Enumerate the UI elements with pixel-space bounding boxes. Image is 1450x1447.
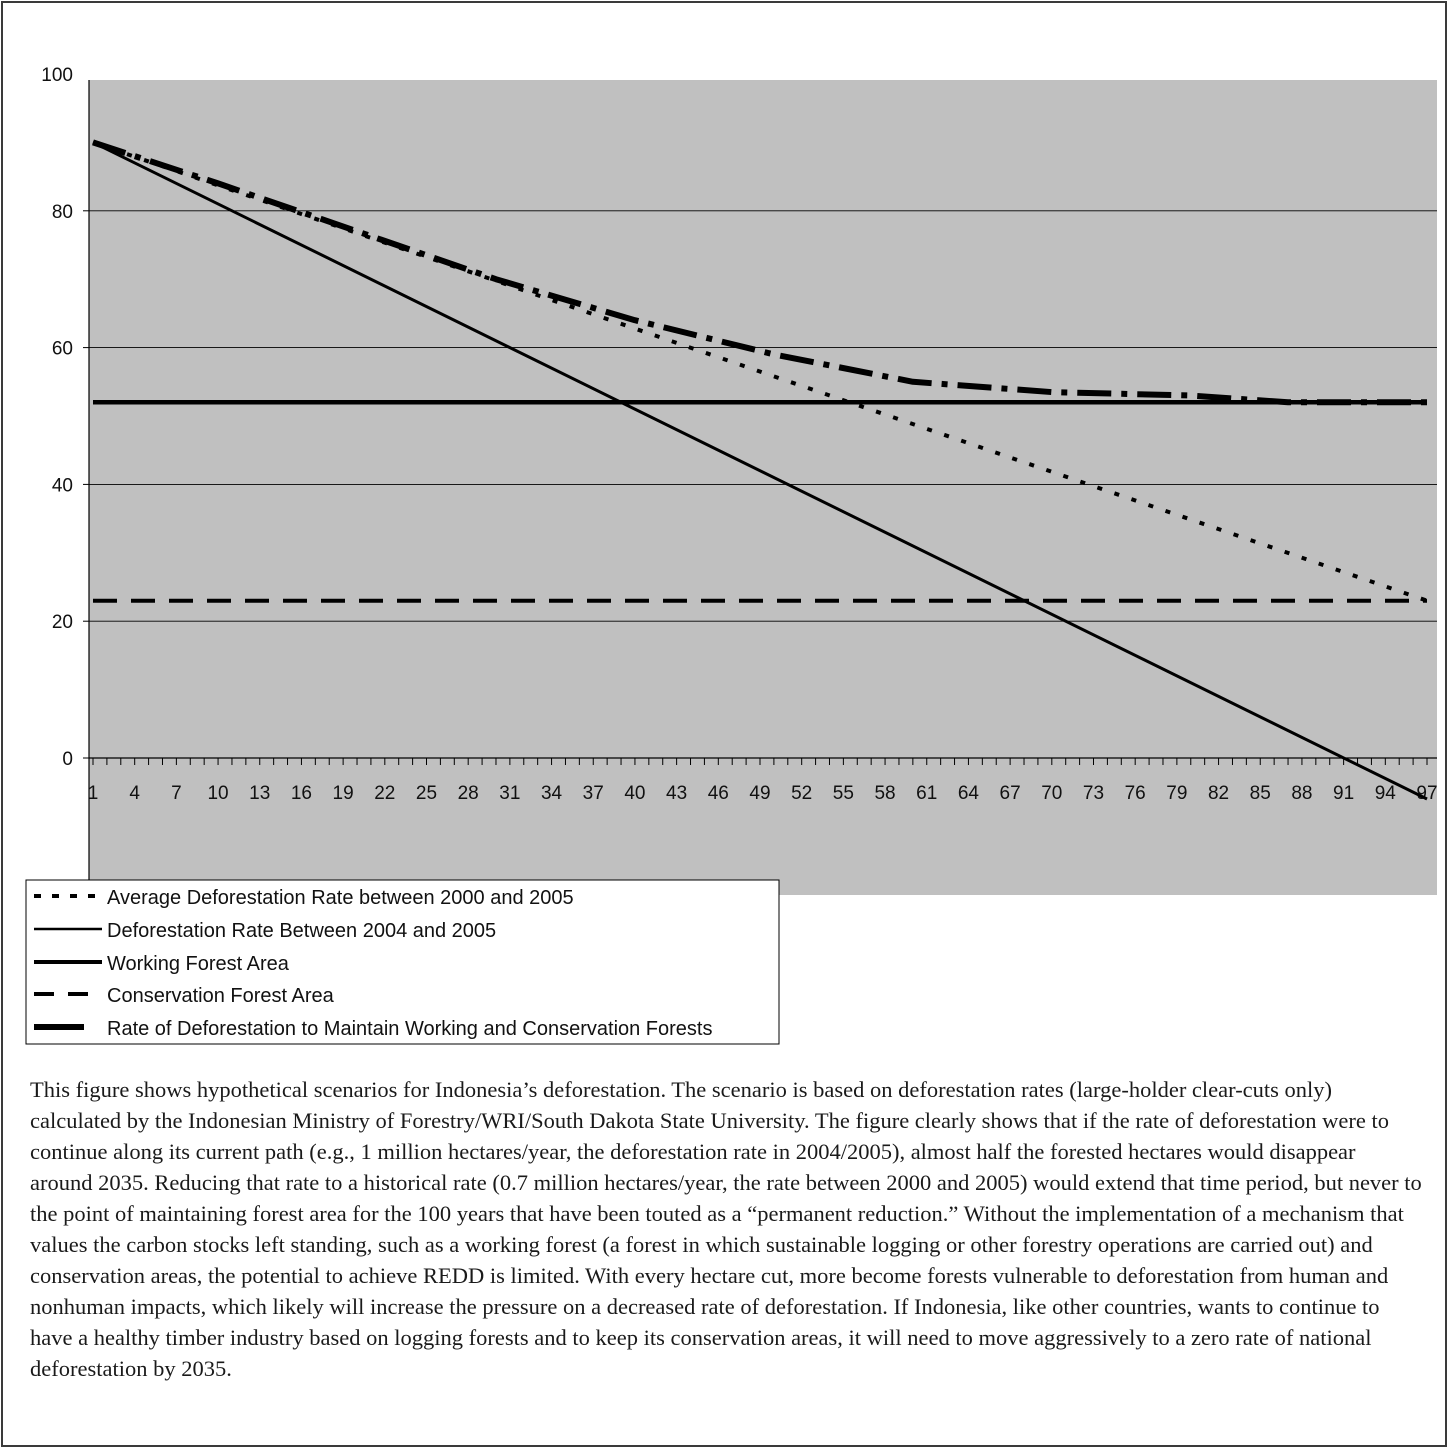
- legend-item: Average Deforestation Rate between 2000 …: [34, 887, 574, 909]
- x-tick-label: 55: [833, 783, 854, 804]
- legend-label: Working Forest Area: [107, 953, 290, 975]
- legend-item: Deforestation Rate Between 2004 and 2005: [34, 920, 496, 942]
- legend-item: Rate of Deforestation to Maintain Workin…: [34, 1018, 713, 1040]
- legend-label: Deforestation Rate Between 2004 and 2005: [107, 920, 496, 942]
- series-line-deforestation-rate-between-2004-and-2005: [92, 141, 1428, 801]
- x-tick-label: 16: [291, 783, 312, 804]
- legend-label: Average Deforestation Rate between 2000 …: [107, 887, 574, 909]
- x-axis-ticks: 1 4 7 10 13 16 19 22 25 28 31 34 37 40 43 46 49 52 55 58 61 6…: [88, 758, 1438, 804]
- x-tick-label: 76: [1125, 783, 1146, 804]
- legend-item: Conservation Forest Area: [34, 985, 335, 1007]
- x-tick-label: 70: [1041, 783, 1062, 804]
- x-tick-label: 25: [416, 783, 437, 804]
- y-tick-label: 20: [52, 612, 73, 633]
- x-tick-label: 13: [249, 783, 270, 804]
- x-tick-label: 82: [1208, 783, 1229, 804]
- y-tick-label: 60: [52, 339, 73, 360]
- x-tick-label: 40: [624, 783, 645, 804]
- y-tick-label: 0: [62, 749, 73, 770]
- y-tick-label: 100: [41, 65, 73, 86]
- x-tick-label: 61: [916, 783, 937, 804]
- x-tick-label: 46: [708, 783, 729, 804]
- x-tick-label: 10: [207, 783, 228, 804]
- x-tick-label: 73: [1083, 783, 1104, 804]
- x-tick-label: 52: [791, 783, 812, 804]
- x-tick-label: 67: [1000, 783, 1021, 804]
- legend-label: Rate of Deforestation to Maintain Workin…: [107, 1018, 713, 1040]
- y-axis-ticks: 0 20 40 60 80 100: [41, 65, 89, 770]
- legend: Average Deforestation Rate between 2000 …: [25, 879, 780, 1045]
- x-tick-label: 85: [1250, 783, 1271, 804]
- legend-item: Working Forest Area: [34, 953, 290, 975]
- x-tick-label: 34: [541, 783, 563, 804]
- x-tick-label: 94: [1375, 783, 1397, 804]
- series-layer: [92, 139, 1428, 801]
- x-tick-label: 97: [1416, 783, 1437, 804]
- x-tick-label: 64: [958, 783, 980, 804]
- x-tick-label: 28: [458, 783, 479, 804]
- x-tick-label: 4: [129, 783, 140, 804]
- x-tick-label: 19: [333, 783, 354, 804]
- series-line-average-deforestation-rate-between-2000-and-2005: [92, 140, 1428, 603]
- legend-label: Conservation Forest Area: [107, 985, 335, 1007]
- x-tick-label: 7: [171, 783, 182, 804]
- x-tick-label: 58: [874, 783, 895, 804]
- x-tick-label: 43: [666, 783, 687, 804]
- x-tick-label: 31: [499, 783, 520, 804]
- series-line-rate-of-deforestation-to-maintain-working-and-conservation-forests: [92, 139, 1427, 406]
- figure-caption: This figure shows hypothetical scenarios…: [30, 1077, 1422, 1381]
- y-tick-label: 80: [52, 202, 73, 223]
- x-tick-label: 88: [1291, 783, 1312, 804]
- x-tick-label: 22: [374, 783, 395, 804]
- x-tick-label: 37: [583, 783, 604, 804]
- x-tick-label: 79: [1166, 783, 1187, 804]
- x-tick-label: 49: [749, 783, 770, 804]
- gridlines: [89, 210, 1437, 622]
- deforestation-scenarios-chart: 1 4 7 10 13 16 19 22 25 28 31 34 37 40 43 46 49 52 55 58 61 6…: [25, 65, 1438, 1045]
- legend-box: [25, 879, 780, 1045]
- x-tick-label: 91: [1333, 783, 1354, 804]
- y-tick-label: 40: [52, 475, 73, 496]
- plot-area: [89, 80, 1437, 895]
- x-tick-label: 1: [88, 783, 99, 804]
